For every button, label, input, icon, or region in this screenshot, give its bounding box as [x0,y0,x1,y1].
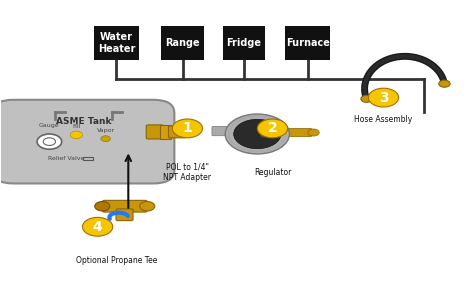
Text: Water
Heater: Water Heater [98,32,135,54]
Text: Hose Assembly: Hose Assembly [355,115,413,124]
Text: Regulator: Regulator [254,168,291,177]
Text: Gauge: Gauge [39,123,60,128]
Text: Range: Range [165,38,200,48]
Circle shape [257,119,288,138]
FancyBboxPatch shape [168,126,185,138]
FancyBboxPatch shape [0,100,174,183]
Circle shape [70,131,82,139]
Circle shape [140,201,155,211]
Circle shape [234,119,281,149]
FancyBboxPatch shape [102,200,147,212]
Text: Fridge: Fridge [227,38,262,48]
Circle shape [37,134,62,149]
Circle shape [43,138,55,145]
Text: 2: 2 [267,122,277,135]
Circle shape [101,136,110,142]
FancyBboxPatch shape [94,26,139,60]
FancyBboxPatch shape [160,124,171,139]
Circle shape [172,119,202,138]
Circle shape [308,129,319,136]
Circle shape [361,95,372,102]
Text: Fill: Fill [72,124,81,129]
Text: 1: 1 [182,122,192,135]
FancyBboxPatch shape [288,128,312,137]
FancyBboxPatch shape [161,26,204,60]
FancyBboxPatch shape [223,26,265,60]
Circle shape [182,129,191,135]
Text: POL to 1/4"
NPT Adapter: POL to 1/4" NPT Adapter [164,162,211,182]
FancyBboxPatch shape [146,125,163,139]
Circle shape [95,201,110,211]
FancyBboxPatch shape [116,209,133,221]
Circle shape [82,217,113,236]
Text: 4: 4 [93,220,102,234]
Text: Relief Valve: Relief Valve [48,156,84,161]
Circle shape [225,114,290,154]
Circle shape [260,134,266,137]
FancyBboxPatch shape [212,126,235,136]
Text: Furnace: Furnace [286,38,330,48]
Text: ASME Tank: ASME Tank [55,117,111,126]
FancyBboxPatch shape [285,26,330,60]
Text: Optional Propane Tee: Optional Propane Tee [76,256,157,265]
Circle shape [368,88,399,107]
Circle shape [439,80,450,87]
Text: 3: 3 [379,91,388,105]
Text: Vapor: Vapor [97,128,115,133]
